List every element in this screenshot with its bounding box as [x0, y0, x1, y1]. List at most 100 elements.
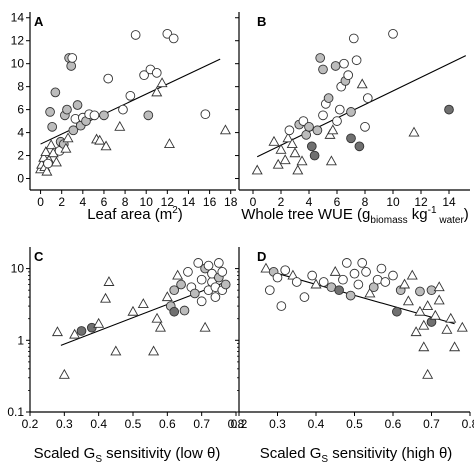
data-point-open-circle: [151, 68, 162, 78]
data-point-triangle: [260, 262, 272, 273]
data-point-triangle: [45, 139, 57, 150]
data-point-open-circle: [318, 277, 329, 287]
data-point-triangle: [93, 317, 105, 328]
x-tick-label: 0.2: [231, 417, 248, 431]
data-point-triangle: [399, 278, 411, 289]
data-point-triangle: [418, 319, 430, 330]
data-point-open-circle: [276, 301, 287, 311]
x-tick-label: 14: [182, 195, 196, 209]
x-tick-label: 12: [414, 195, 428, 209]
data-point-open-circle: [213, 258, 224, 268]
data-point-open-circle: [200, 109, 211, 120]
y-tick-label: 8: [17, 80, 24, 94]
regression-line: [60, 281, 226, 346]
data-point-open-circle: [348, 33, 359, 44]
data-point-triangle: [51, 326, 63, 337]
data-point-open-circle: [264, 285, 275, 296]
data-point-triangle: [433, 294, 445, 305]
x-axis-label: Whole tree WUE (gbiomass kg-1 water): [241, 205, 469, 226]
data-point-dark-circle: [169, 306, 180, 317]
data-point-triangle: [151, 312, 163, 323]
x-tick-label: 0.6: [159, 417, 176, 431]
data-point-triangle: [287, 269, 299, 280]
x-axis-label: Leaf area (m2): [87, 205, 183, 223]
x-tick-label: 0.3: [56, 417, 73, 431]
data-point-triangle: [251, 164, 263, 175]
data-point-open-circle: [339, 58, 349, 69]
data-point-open-circle: [193, 258, 204, 268]
data-point-triangle: [268, 135, 280, 146]
data-point-triangle: [58, 368, 70, 379]
panel-label: D: [257, 249, 266, 264]
data-point-triangle: [279, 154, 291, 165]
data-point-open-circle: [341, 258, 352, 268]
data-point-triangle: [286, 138, 298, 149]
panel-b: 0 2 4 6 8 10 12 14 B Whole tree WUE (gbiomass kg-…: [235, 12, 470, 226]
x-tick-label: 2: [58, 195, 65, 209]
x-tick-label: 8: [362, 195, 369, 209]
data-point-triangle: [60, 142, 72, 153]
data-point-gray-circle: [345, 290, 356, 301]
data-point-dark-circle: [444, 104, 454, 115]
y-tick-label: 0.1: [7, 405, 24, 419]
data-point-open-circle: [183, 267, 193, 277]
panel-c: 0.2 0.3 0.4 0.5 0.6 0.7 0.8 0.1 1 10 C Scaled GS se…: [7, 247, 245, 465]
data-point-triangle: [151, 86, 163, 97]
data-point-open-circle: [334, 104, 345, 115]
data-point-dark-circle: [354, 141, 365, 152]
data-point-open-circle: [349, 268, 360, 279]
x-tick-label: 2: [278, 195, 285, 209]
data-point-open-circle: [318, 110, 328, 121]
data-point-open-circle: [125, 90, 136, 101]
data-point-triangle: [69, 328, 81, 339]
data-point-triangle: [408, 126, 420, 137]
y-tick-label: 12: [11, 34, 25, 48]
data-point-gray-circle: [220, 279, 231, 290]
data-point-triangle: [296, 155, 308, 166]
data-point-open-circle: [351, 55, 362, 66]
x-tick-label: 6: [101, 195, 108, 209]
x-tick-label: 6: [334, 195, 341, 209]
data-point-gray-circle: [301, 130, 312, 140]
data-point-open-circle: [357, 258, 368, 268]
data-point-open-circle: [380, 277, 391, 287]
y-tick-label: 6: [17, 103, 24, 117]
data-point-gray-circle: [312, 125, 323, 136]
data-point-gray-circle: [179, 305, 190, 316]
data-point-gray-circle: [99, 110, 109, 121]
x-tick-label: 0.5: [125, 417, 142, 431]
data-point-triangle: [429, 309, 441, 320]
x-tick-label: 10: [140, 195, 154, 209]
x-tick-label: 0.8: [228, 417, 245, 431]
data-point-dark-circle: [306, 141, 317, 152]
data-point-open-circle: [168, 33, 179, 44]
data-point-open-circle: [118, 104, 128, 115]
data-point-open-circle: [343, 70, 354, 81]
y-tick-label: 4: [17, 126, 24, 140]
data-point-open-circle: [217, 267, 228, 277]
data-point-triangle: [94, 134, 106, 145]
data-point-triangle: [41, 165, 53, 176]
data-point-triangle: [456, 321, 468, 332]
data-point-open-circle: [388, 28, 398, 39]
data-point-open-circle: [130, 30, 141, 40]
data-point-triangle: [199, 321, 211, 332]
data-point-gray-circle: [143, 110, 154, 121]
y-tick-label: 10: [11, 57, 25, 71]
x-tick-label: 0.3: [269, 417, 286, 431]
data-point-triangle: [433, 281, 445, 292]
data-point-gray-circle: [176, 279, 186, 290]
data-point-dark-circle: [76, 326, 87, 336]
data-point-open-circle: [332, 116, 342, 126]
x-tick-label: 0.5: [346, 417, 363, 431]
data-point-open-circle: [203, 260, 214, 271]
data-point-open-circle: [280, 265, 291, 276]
x-axis-label: Scaled GS sensitivity (high θ): [260, 445, 453, 465]
data-point-triangle: [219, 124, 231, 135]
data-point-triangle: [406, 269, 418, 280]
data-point-open-circle: [196, 274, 207, 285]
data-point-dark-circle: [392, 306, 402, 317]
data-point-open-circle: [388, 270, 398, 281]
data-point-open-circle: [272, 272, 283, 283]
data-point-dark-circle: [309, 150, 320, 161]
